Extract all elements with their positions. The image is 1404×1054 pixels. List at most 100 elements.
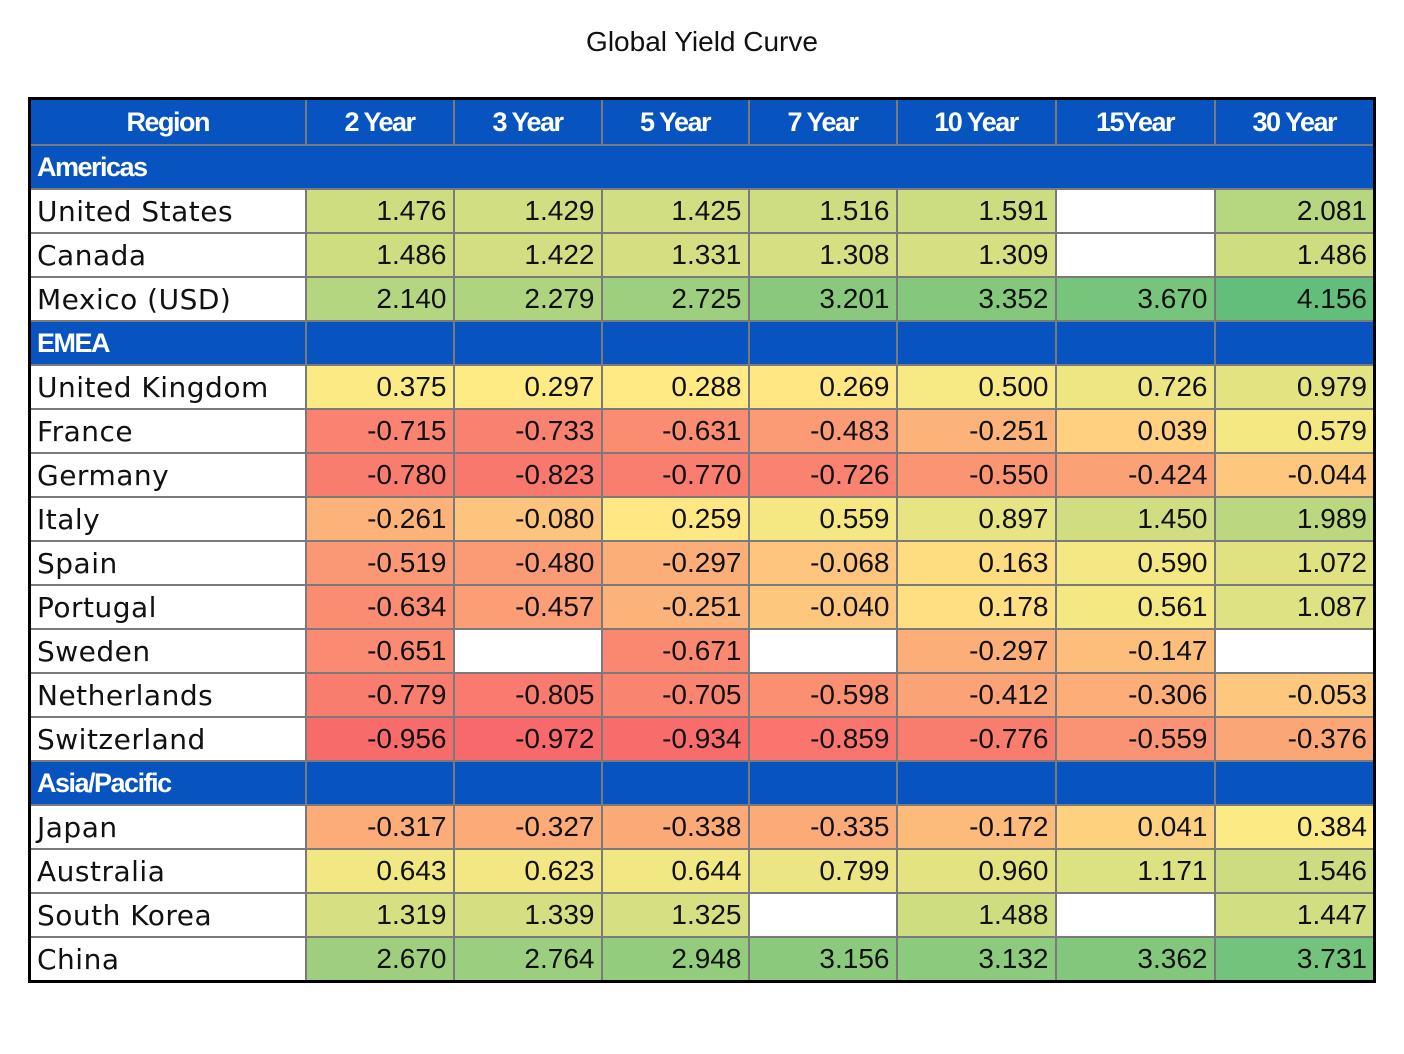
value-cell: -0.261 xyxy=(304,496,455,542)
value-cell: 1.422 xyxy=(452,232,603,278)
value-cell: -0.631 xyxy=(600,408,750,454)
value-cell: -0.424 xyxy=(1054,452,1216,498)
section-cell xyxy=(1213,320,1376,366)
value-cell: 1.072 xyxy=(1213,540,1376,586)
value-cell: 1.308 xyxy=(747,232,898,278)
value-cell: 0.384 xyxy=(1213,804,1376,850)
value-cell: -0.559 xyxy=(1054,716,1216,762)
empty-cell xyxy=(1213,628,1376,674)
value-cell: 0.979 xyxy=(1213,364,1376,410)
table-row-china: China 2.670 2.764 2.948 3.156 3.132 3.362 3.731 xyxy=(28,936,1376,983)
value-cell: 4.156 xyxy=(1213,276,1376,322)
value-cell: -0.251 xyxy=(600,584,750,630)
section-row-americas: Americas xyxy=(28,144,1376,190)
column-header-15year: 15Year xyxy=(1054,97,1216,146)
column-header-2-year: 2 Year xyxy=(304,97,455,146)
value-cell: -0.044 xyxy=(1213,452,1376,498)
table-row-australia: Australia 0.643 0.623 0.644 0.799 0.960 1.171 1… xyxy=(28,848,1376,894)
value-cell: 2.764 xyxy=(452,936,603,983)
value-cell: -0.859 xyxy=(747,716,898,762)
row-label: Germany xyxy=(28,452,307,498)
table-row-sweden: Sweden -0.651 -0.671 -0.297 -0.147 xyxy=(28,628,1376,674)
empty-cell xyxy=(747,628,898,674)
value-cell: -0.598 xyxy=(747,672,898,718)
section-cell xyxy=(747,320,898,366)
value-cell: -0.550 xyxy=(895,452,1057,498)
table-row-mexico-usd: Mexico (USD) 2.140 2.279 2.725 3.201 3.352 3.6… xyxy=(28,276,1376,322)
value-cell: -0.068 xyxy=(747,540,898,586)
empty-cell xyxy=(1054,232,1216,278)
value-cell: -0.671 xyxy=(600,628,750,674)
value-cell: -0.770 xyxy=(600,452,750,498)
row-label: Italy xyxy=(28,496,307,542)
section-cell xyxy=(304,760,455,806)
value-cell: -0.934 xyxy=(600,716,750,762)
section-row-asia-pacific: Asia/Pacific xyxy=(28,760,1376,806)
value-cell: 3.201 xyxy=(747,276,898,322)
value-cell: -0.705 xyxy=(600,672,750,718)
value-cell: -0.172 xyxy=(895,804,1057,850)
value-cell: 1.425 xyxy=(600,188,750,234)
yield-table: Region 2 Year 3 Year 5 Year 7 Year 10 Year 15Y… xyxy=(28,97,1376,983)
value-cell: -0.483 xyxy=(747,408,898,454)
section-cell xyxy=(1213,760,1376,806)
row-label: United Kingdom xyxy=(28,364,307,410)
value-cell: -0.733 xyxy=(452,408,603,454)
value-cell: 2.081 xyxy=(1213,188,1376,234)
value-cell: 1.450 xyxy=(1054,496,1216,542)
section-cell xyxy=(452,320,603,366)
value-cell: 0.897 xyxy=(895,496,1057,542)
table-row-spain: Spain -0.519 -0.480 -0.297 -0.068 0.163 0.590 1… xyxy=(28,540,1376,586)
value-cell: -0.805 xyxy=(452,672,603,718)
table-row-canada: Canada 1.486 1.422 1.331 1.308 1.309 1.486 xyxy=(28,232,1376,278)
value-cell: 0.163 xyxy=(895,540,1057,586)
value-cell: -0.251 xyxy=(895,408,1057,454)
value-cell: -0.335 xyxy=(747,804,898,850)
column-header-7-year: 7 Year xyxy=(747,97,898,146)
table-row-netherlands: Netherlands -0.779 -0.805 -0.705 -0.598 -0.41… xyxy=(28,672,1376,718)
section-cell xyxy=(1054,320,1216,366)
section-cell xyxy=(452,760,603,806)
value-cell: -0.956 xyxy=(304,716,455,762)
value-cell: 0.375 xyxy=(304,364,455,410)
row-label: Switzerland xyxy=(28,716,307,762)
value-cell: 2.670 xyxy=(304,936,455,983)
value-cell: 0.590 xyxy=(1054,540,1216,586)
column-header-10-year: 10 Year xyxy=(895,97,1057,146)
table-row-portugal: Portugal -0.634 -0.457 -0.251 -0.040 0.178 0.5… xyxy=(28,584,1376,630)
value-cell: -0.779 xyxy=(304,672,455,718)
empty-cell xyxy=(747,892,898,938)
value-cell: 1.325 xyxy=(600,892,750,938)
value-cell: -0.519 xyxy=(304,540,455,586)
value-cell: -0.327 xyxy=(452,804,603,850)
value-cell: 0.623 xyxy=(452,848,603,894)
value-cell: 0.288 xyxy=(600,364,750,410)
value-cell: -0.780 xyxy=(304,452,455,498)
value-cell: 2.725 xyxy=(600,276,750,322)
table-row-italy: Italy -0.261 -0.080 0.259 0.559 0.897 1.450 1.9… xyxy=(28,496,1376,542)
value-cell: 3.132 xyxy=(895,936,1057,983)
value-cell: -0.823 xyxy=(452,452,603,498)
value-cell: 3.731 xyxy=(1213,936,1376,983)
value-cell: -0.317 xyxy=(304,804,455,850)
value-cell: 0.644 xyxy=(600,848,750,894)
table-row-france: France -0.715 -0.733 -0.631 -0.483 -0.251 0.03… xyxy=(28,408,1376,454)
value-cell: 2.948 xyxy=(600,936,750,983)
value-cell: 1.488 xyxy=(895,892,1057,938)
value-cell: 1.486 xyxy=(1213,232,1376,278)
row-label: Mexico (USD) xyxy=(28,276,307,322)
value-cell: 0.297 xyxy=(452,364,603,410)
value-cell: -0.080 xyxy=(452,496,603,542)
section-cell xyxy=(600,760,750,806)
value-cell: 0.500 xyxy=(895,364,1057,410)
value-cell: 3.352 xyxy=(895,276,1057,322)
value-cell: 3.670 xyxy=(1054,276,1216,322)
value-cell: 1.429 xyxy=(452,188,603,234)
value-cell: 1.546 xyxy=(1213,848,1376,894)
value-cell: -0.297 xyxy=(600,540,750,586)
value-cell: -0.651 xyxy=(304,628,455,674)
row-label: Spain xyxy=(28,540,307,586)
value-cell: 2.279 xyxy=(452,276,603,322)
value-cell: -0.306 xyxy=(1054,672,1216,718)
row-label: South Korea xyxy=(28,892,307,938)
